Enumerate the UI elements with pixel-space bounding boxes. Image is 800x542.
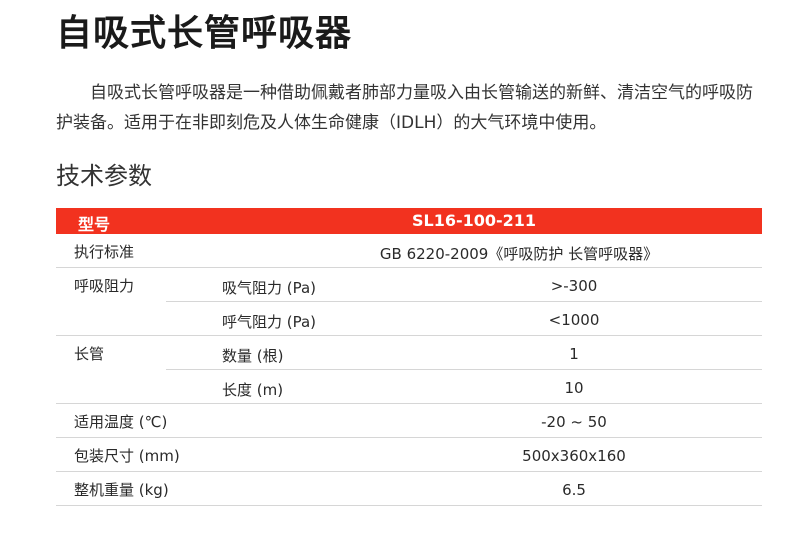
table-header-row: 型号 SL16-100-211 [56, 208, 762, 234]
intro-paragraph: 自吸式长管呼吸器是一种借助佩戴者肺部力量吸入由长管输送的新鲜、清洁空气的呼吸防护… [56, 83, 753, 133]
header-value: SL16-100-211 [412, 211, 537, 230]
table-row: 整机重量 (kg) 6.5 [56, 472, 762, 506]
row-divider [166, 301, 762, 302]
row-divider [56, 267, 762, 268]
cell-c3: 10 [564, 379, 584, 397]
cell-c1: 呼吸阻力 [74, 277, 135, 295]
cell-c3: 1 [569, 345, 579, 363]
page-title: 自吸式长管呼吸器 [56, 13, 353, 54]
table-row: 适用温度 (℃) -20 ~ 50 [56, 404, 762, 438]
table-row: 长管 数量 (根) 1 [56, 336, 762, 370]
table-row: 呼吸阻力 吸气阻力 (Pa) >-300 [56, 268, 762, 302]
row-divider [56, 505, 762, 506]
cell-c2: 长度 (m) [222, 381, 284, 399]
table-row: 执行标准 GB 6220-2009《呼吸防护 长管呼吸器》 [56, 234, 762, 268]
row-divider [56, 437, 762, 438]
cell-c2: 吸气阻力 (Pa) [222, 279, 317, 297]
row-divider [56, 403, 762, 404]
cell-c1: 整机重量 (kg) [74, 481, 169, 499]
cell-c2: 数量 (根) [222, 347, 284, 365]
table-row: 呼气阻力 (Pa) <1000 [56, 302, 762, 336]
section-title: 技术参数 [56, 162, 152, 190]
cell-c3: -20 ~ 50 [541, 413, 607, 431]
spec-table: 型号 SL16-100-211 执行标准 GB 6220-2009《呼吸防护 长管… [56, 208, 762, 506]
table-row: 包装尺寸 (mm) 500x360x160 [56, 438, 762, 472]
cell-c3: 6.5 [562, 481, 586, 499]
cell-c3: >-300 [550, 277, 598, 295]
row-divider [166, 369, 762, 370]
cell-c3: 500x360x160 [522, 447, 626, 465]
cell-c2: 呼气阻力 (Pa) [222, 313, 317, 331]
cell-c3: <1000 [548, 311, 600, 329]
cell-c1: 执行标准 [74, 243, 135, 261]
cell-c1: 长管 [74, 345, 105, 363]
table-row: 长度 (m) 10 [56, 370, 762, 404]
cell-c3: GB 6220-2009《呼吸防护 长管呼吸器》 [379, 245, 659, 263]
cell-c1: 适用温度 (℃) [74, 413, 168, 431]
header-key: 型号 [78, 215, 111, 234]
row-divider [56, 471, 762, 472]
row-divider [56, 335, 762, 336]
cell-c1: 包装尺寸 (mm) [74, 447, 180, 465]
